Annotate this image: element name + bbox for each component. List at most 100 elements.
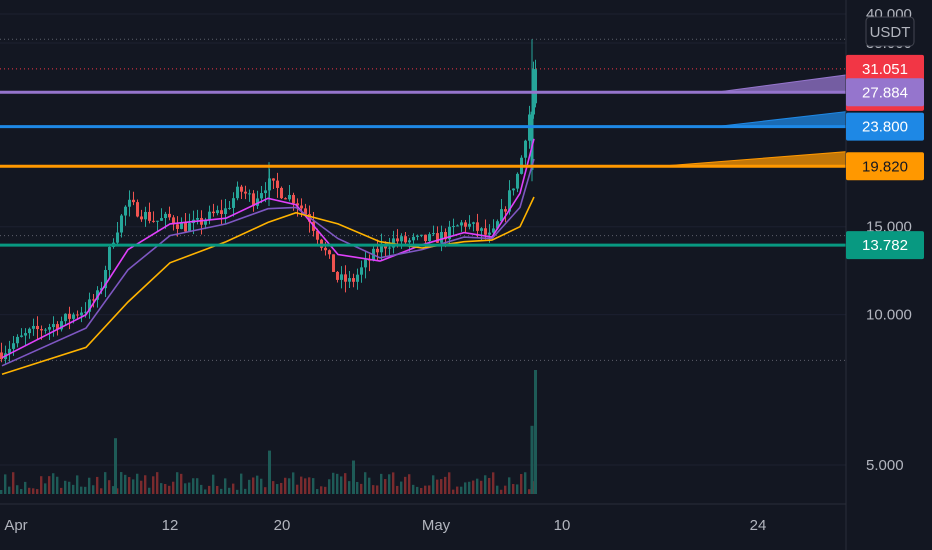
candle-body: [436, 233, 439, 243]
candle-body: [324, 247, 327, 251]
volume-bar: [148, 487, 151, 494]
candle-body: [120, 215, 123, 233]
volume-bar: [160, 483, 163, 494]
volume-bar: [196, 478, 199, 494]
volume-bars: [0, 370, 537, 494]
candle-body: [412, 236, 415, 241]
candle-body: [336, 271, 339, 280]
volume-bar: [316, 489, 319, 494]
candle-body: [376, 248, 379, 253]
volume-bar: [264, 487, 267, 494]
candle-body: [488, 232, 491, 235]
volume-bar: [100, 488, 103, 494]
candle-body: [76, 314, 79, 316]
candle-body: [160, 218, 163, 221]
volume-bar: [320, 486, 323, 494]
volume-bar: [216, 485, 219, 494]
candle-body: [44, 329, 47, 331]
candle-body: [20, 335, 23, 337]
candle-body: [96, 290, 99, 300]
volume-bar: [384, 479, 387, 494]
volume-bar: [332, 472, 335, 494]
candle-body: [288, 194, 291, 200]
volume-bar: [404, 476, 407, 494]
volume-bar: [300, 476, 303, 494]
volume-bar: [80, 486, 83, 494]
volume-bar: [248, 479, 251, 494]
volume-bar: [280, 482, 283, 494]
level-label-teal-text: 13.782: [862, 237, 908, 254]
volume-bar: [40, 476, 43, 494]
volume-bar: [8, 486, 11, 494]
volume-bar: [164, 484, 167, 494]
volume-bar: [212, 474, 215, 494]
volume-bar: [56, 476, 59, 494]
time-tick-label: 20: [274, 517, 291, 534]
level-label-purple-box: [846, 78, 924, 107]
candle-body: [252, 193, 255, 206]
volume-bar: [72, 484, 75, 494]
candle-body: [80, 312, 83, 316]
volume-bar: [480, 480, 483, 494]
volume-bar: [412, 484, 415, 494]
candle-body: [68, 313, 71, 319]
volume-bar: [24, 481, 27, 494]
volume-bar: [344, 473, 347, 494]
volume-bar: [120, 472, 123, 494]
candle-body: [440, 231, 443, 243]
time-tick-label: Apr: [4, 517, 27, 534]
volume-spike: [352, 460, 355, 494]
currency-label: USDT: [870, 24, 911, 41]
currency-badge[interactable]: USDT: [865, 16, 915, 47]
volume-bar: [16, 485, 19, 494]
volume-bar: [364, 472, 367, 494]
candle-body: [224, 208, 227, 215]
volume-bar: [440, 479, 443, 494]
candle-body: [216, 210, 219, 214]
candle-body: [12, 343, 15, 349]
volume-bar: [132, 479, 135, 494]
volume-bar: [60, 487, 63, 494]
grid-lines: [0, 13, 846, 466]
level-label-blue-text: 23.800: [862, 119, 908, 136]
volume-bar: [380, 473, 383, 494]
volume-bar: [492, 472, 495, 494]
volume-bar: [104, 472, 107, 494]
volume-bar: [244, 488, 247, 494]
candle-body: [492, 228, 495, 233]
volume-bar: [232, 483, 235, 494]
volume-bar: [456, 486, 459, 494]
candle-body: [332, 254, 335, 272]
candle-body: [204, 220, 207, 225]
candle-body: [176, 224, 179, 229]
volume-bar: [20, 489, 23, 494]
volume-bar: [168, 485, 171, 494]
volume-bar: [444, 476, 447, 494]
volume-bar: [144, 475, 147, 494]
volume-bar: [176, 472, 179, 494]
volume-bar: [28, 487, 31, 494]
candle-body: [180, 222, 183, 229]
candle-body: [152, 220, 155, 222]
candle-body: [516, 173, 519, 189]
volume-bar: [368, 477, 371, 494]
volume-bar: [288, 478, 291, 494]
volume-bar: [428, 485, 431, 494]
volume-bar: [140, 480, 143, 494]
time-tick-label: 10: [554, 517, 571, 534]
candles: [0, 39, 537, 365]
volume-spike: [114, 438, 117, 494]
candle-body: [364, 259, 367, 268]
candle-body: [352, 278, 355, 282]
volume-bar: [136, 473, 139, 494]
candle-body: [328, 250, 331, 255]
volume-bar: [260, 478, 263, 494]
candle-body: [72, 314, 75, 319]
candle-body: [236, 186, 239, 199]
volume-bar: [204, 489, 207, 494]
volume-bar: [408, 474, 411, 494]
time-axis[interactable]: Apr 12 20 May 10 24: [4, 517, 766, 534]
